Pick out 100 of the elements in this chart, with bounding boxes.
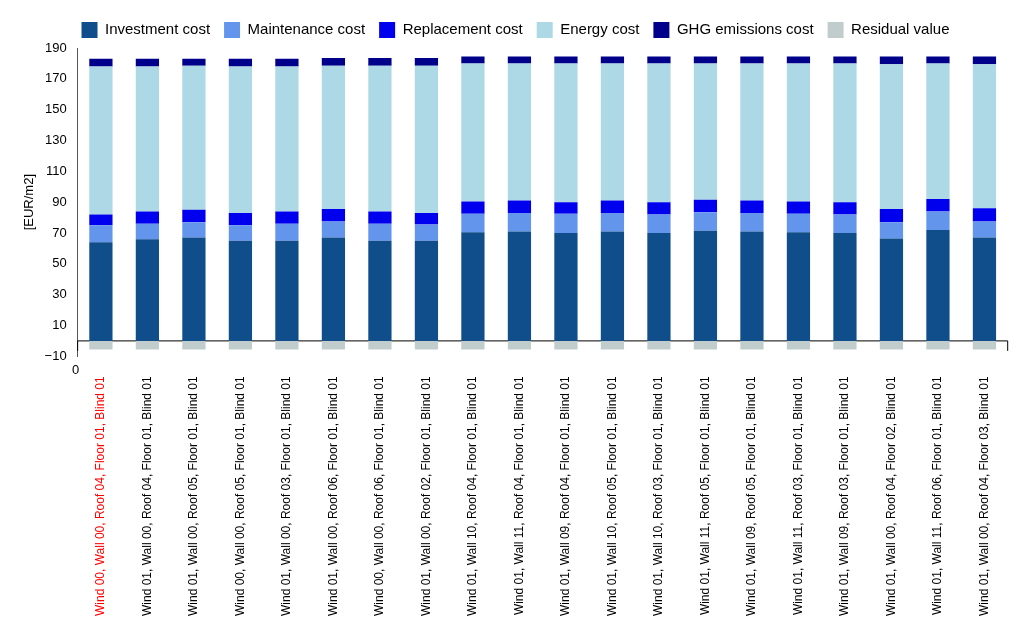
bar bbox=[833, 56, 857, 64]
x-tick-label: Wind 01, Wall 11, Roof 03, Floor 01, Blind 01 bbox=[790, 376, 805, 616]
bar bbox=[321, 221, 346, 238]
bar bbox=[600, 200, 625, 213]
bar bbox=[414, 65, 439, 213]
x-tick-label: Wind 00, Wall 00, Roof 04, Floor 01, Blind 01 bbox=[93, 376, 108, 617]
bar bbox=[554, 232, 578, 341]
bar bbox=[321, 340, 346, 350]
bar bbox=[182, 65, 206, 210]
bar bbox=[135, 211, 160, 224]
legend-label: Residual value bbox=[851, 20, 950, 38]
bar bbox=[368, 223, 392, 241]
y-tick-label: −10 bbox=[44, 347, 67, 363]
bar bbox=[182, 209, 206, 223]
bar bbox=[275, 66, 299, 212]
y-tick-label: 150 bbox=[44, 101, 67, 117]
bar bbox=[926, 63, 950, 200]
legend-label: Investment cost bbox=[105, 20, 211, 38]
bar bbox=[879, 64, 904, 210]
bar bbox=[275, 211, 299, 224]
bar bbox=[554, 213, 578, 233]
y-axis-title: [EUR/m2] bbox=[21, 173, 37, 231]
bar bbox=[647, 202, 671, 215]
bar bbox=[600, 340, 625, 350]
bar bbox=[275, 223, 299, 241]
bar bbox=[647, 214, 671, 233]
bar bbox=[786, 201, 811, 214]
x-tick-label: Wind 01, Wall 10, Roof 03, Floor 01, Blind 01 bbox=[651, 376, 666, 617]
x-tick-label: Wind 01, Wall 10, Roof 04, Floor 01, Blind 01 bbox=[465, 376, 480, 617]
bar bbox=[926, 229, 950, 341]
bar bbox=[647, 340, 671, 350]
bar bbox=[693, 340, 718, 350]
x-tick-label: Wind 01, Wall 00, Roof 04, Floor 03, Blind 01 bbox=[976, 376, 991, 617]
bar bbox=[879, 56, 904, 65]
bar bbox=[786, 340, 811, 350]
bar bbox=[740, 212, 764, 232]
bar bbox=[786, 56, 811, 64]
bar bbox=[833, 202, 857, 215]
bar bbox=[275, 340, 299, 350]
bar bbox=[740, 231, 764, 341]
bar bbox=[182, 237, 206, 341]
bar bbox=[461, 340, 485, 350]
y-tick-label: 130 bbox=[44, 132, 67, 148]
bar bbox=[507, 212, 532, 232]
bar bbox=[879, 340, 904, 350]
bar bbox=[135, 58, 160, 67]
bar bbox=[833, 214, 857, 233]
legend-label: Energy cost bbox=[560, 20, 641, 38]
bar bbox=[554, 63, 578, 203]
bar bbox=[507, 231, 532, 341]
bar bbox=[368, 65, 392, 212]
bar bbox=[368, 240, 392, 341]
bar bbox=[507, 200, 532, 213]
x-tick-label: Wind 01, Wall 09, Roof 04, Floor 01, Blind 01 bbox=[558, 376, 573, 617]
bar bbox=[89, 225, 113, 243]
bar bbox=[972, 221, 997, 238]
bar bbox=[600, 63, 625, 201]
y-tick-label: 70 bbox=[52, 224, 67, 240]
bar bbox=[135, 66, 160, 212]
bar bbox=[647, 63, 671, 203]
bar bbox=[507, 340, 532, 350]
bar bbox=[926, 211, 950, 230]
bar bbox=[228, 240, 253, 341]
bar bbox=[879, 209, 904, 223]
bar bbox=[135, 340, 160, 350]
bar bbox=[740, 200, 764, 213]
bar bbox=[414, 340, 439, 350]
bar bbox=[507, 63, 532, 201]
bar bbox=[972, 340, 997, 350]
bar bbox=[833, 232, 857, 341]
bar bbox=[786, 232, 811, 341]
bar bbox=[879, 222, 904, 239]
bar bbox=[600, 212, 625, 232]
y-tick-label: 30 bbox=[52, 286, 67, 302]
bar bbox=[693, 56, 718, 64]
legend-label: Replacement cost bbox=[402, 20, 524, 38]
bar bbox=[600, 56, 625, 64]
y-tick-label: 50 bbox=[52, 255, 67, 271]
x-tick-label: Wind 01, Wall 00, Roof 02, Floor 01, Blind 01 bbox=[418, 376, 433, 617]
bar bbox=[926, 340, 950, 350]
bar bbox=[461, 201, 485, 214]
bar bbox=[600, 231, 625, 341]
bar bbox=[647, 56, 671, 64]
bar bbox=[461, 213, 485, 233]
bar bbox=[228, 340, 253, 350]
bar bbox=[693, 230, 718, 341]
bar bbox=[693, 199, 718, 213]
bar bbox=[972, 64, 997, 209]
bar bbox=[647, 232, 671, 341]
y-tick-label: 10 bbox=[52, 317, 67, 333]
bar bbox=[228, 58, 253, 67]
bar bbox=[414, 58, 439, 66]
x-tick-label: Wind 01, Wall 00, Roof 05, Floor 01, Blind 01 bbox=[186, 376, 201, 617]
bar bbox=[414, 240, 439, 341]
bar bbox=[833, 340, 857, 350]
x-tick-label: Wind 01, Wall 09, Roof 03, Floor 01, Blind 01 bbox=[837, 376, 852, 617]
x-tick-label: Wind 01, Wall 11, Roof 05, Floor 01, Blind 01 bbox=[697, 376, 712, 616]
bar bbox=[879, 238, 904, 341]
bar bbox=[228, 212, 253, 226]
bar bbox=[368, 58, 392, 66]
